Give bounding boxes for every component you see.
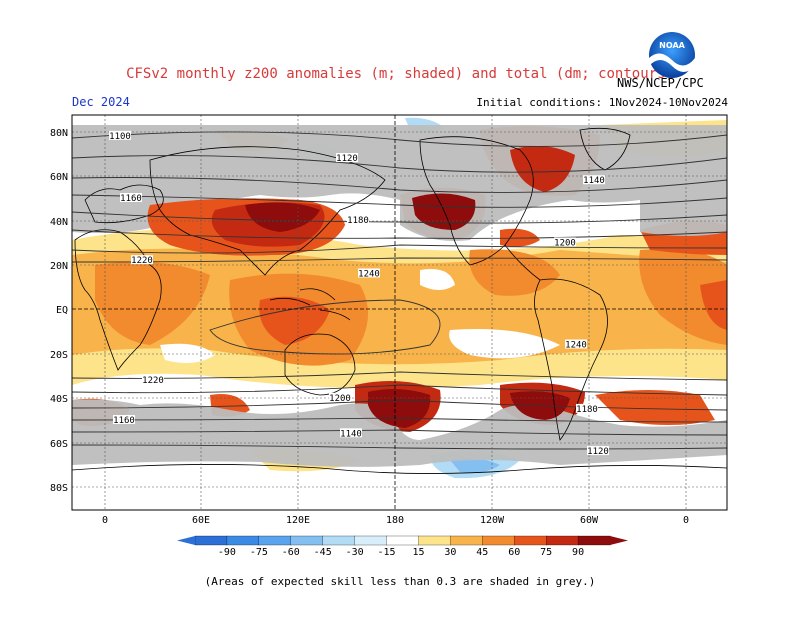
colorbar-swatch bbox=[482, 535, 515, 546]
colorbar-swatch bbox=[450, 535, 483, 546]
colorbar-labels: -90 -75 -60 -45 -30 -15 15 30 45 60 75 90 bbox=[218, 547, 584, 558]
contour-label-bg bbox=[587, 446, 609, 456]
colorbar-tick-label: -15 bbox=[378, 547, 396, 558]
lat-label: 40S bbox=[50, 394, 68, 405]
colorbar-swatch bbox=[514, 535, 547, 546]
colorbar-swatch bbox=[546, 535, 579, 546]
colorbar-swatch bbox=[322, 535, 356, 546]
colorbar-tick-label: 30 bbox=[444, 547, 456, 558]
colorbar-tick-label: 45 bbox=[476, 547, 488, 558]
colorbar-tick-label: 75 bbox=[540, 547, 552, 558]
noaa-logo-text: NOAA bbox=[659, 41, 685, 50]
colorbar-swatch bbox=[577, 535, 611, 546]
contour-label-bg bbox=[113, 415, 135, 424]
lat-label: 40N bbox=[50, 217, 68, 228]
contour-label-bg bbox=[347, 215, 369, 225]
contour-label-bg bbox=[131, 255, 153, 265]
colorbar-tick-label: 15 bbox=[412, 547, 424, 558]
lon-label: 60E bbox=[192, 515, 210, 526]
lon-label: 180 bbox=[386, 515, 404, 526]
colorbar-swatch bbox=[194, 535, 228, 546]
colorbar-swatch bbox=[290, 535, 324, 546]
colorbar-tick-label: -60 bbox=[282, 547, 300, 558]
map-border bbox=[71, 114, 728, 511]
contour-label: 1240 bbox=[565, 341, 587, 351]
valid-month: Dec 2024 bbox=[72, 95, 130, 109]
lat-lon-grid bbox=[72, 115, 727, 510]
contour-label-bg bbox=[358, 268, 380, 278]
reference-lines bbox=[72, 115, 727, 510]
lon-label: 0 bbox=[102, 515, 108, 526]
contour-label-bg bbox=[565, 339, 587, 349]
contour-label: 1200 bbox=[329, 394, 351, 404]
contour-label: 1140 bbox=[340, 429, 362, 439]
lat-label: 80S bbox=[50, 483, 68, 494]
noaa-logo: NOAA bbox=[649, 32, 695, 78]
shading-layer bbox=[72, 117, 727, 479]
skill-note: (Areas of expected skill less than 0.3 a… bbox=[204, 575, 596, 588]
colorbar-low-arrow bbox=[177, 536, 195, 545]
lat-label: EQ bbox=[56, 305, 68, 316]
lon-axis: 0 60E 120E 180 120W 60W 0 bbox=[102, 515, 689, 526]
height-contours bbox=[72, 131, 727, 450]
contour-label-bg bbox=[583, 175, 605, 185]
lon-label: 120W bbox=[480, 515, 505, 526]
contour-label: 1200 bbox=[554, 238, 576, 248]
colorbar-swatch bbox=[418, 535, 452, 546]
contour-label-bg bbox=[120, 193, 142, 202]
lat-label: 80N bbox=[50, 128, 68, 139]
lat-label: 20N bbox=[50, 261, 68, 272]
contour-label: 1160 bbox=[120, 194, 142, 204]
colorbar-tick-label: -30 bbox=[346, 547, 364, 558]
agency-label: NWS/NCEP/CPC bbox=[617, 76, 704, 90]
contour-label: 1120 bbox=[587, 447, 609, 457]
initial-conditions: Initial conditions: 1Nov2024-10Nov2024 bbox=[476, 96, 728, 109]
colorbar-tick-label: -90 bbox=[218, 547, 236, 558]
contour-label: 1160 bbox=[113, 416, 135, 426]
contour-label: 1240 bbox=[358, 269, 380, 279]
colorbar-swatch bbox=[226, 535, 260, 546]
colorbar-swatch bbox=[258, 535, 292, 546]
lat-label: 20S bbox=[50, 350, 68, 361]
contour-label-bg bbox=[576, 403, 598, 413]
lat-label: 60S bbox=[50, 439, 68, 450]
contour-labels: 1100 1120 1140 1160 1180 1200 1220 1240 1240 1220… bbox=[109, 130, 609, 457]
colorbar-tick-label: 60 bbox=[508, 547, 520, 558]
contour-label-bg bbox=[340, 428, 362, 438]
lon-label: 0 bbox=[683, 515, 689, 526]
colorbar-tick-label: 90 bbox=[572, 547, 584, 558]
contour-label-bg bbox=[336, 153, 358, 163]
colorbar-tick-label: -75 bbox=[250, 547, 268, 558]
colorbar-high-arrow bbox=[610, 536, 628, 545]
colorbar-swatch bbox=[386, 535, 420, 546]
colorbar-tick-label: -45 bbox=[314, 547, 332, 558]
map-title: CFSv2 monthly z200 anomalies (m; shaded)… bbox=[126, 66, 674, 82]
contour-label-bg bbox=[142, 375, 164, 385]
contour-label: 1120 bbox=[336, 154, 358, 164]
contour-label-bg bbox=[109, 130, 131, 140]
lat-label: 60N bbox=[50, 172, 68, 183]
contour-label-bg bbox=[554, 237, 576, 247]
contour-label: 1220 bbox=[142, 376, 164, 386]
contour-label: 1180 bbox=[347, 216, 369, 226]
colorbar bbox=[177, 535, 628, 546]
contour-label: 1180 bbox=[576, 405, 598, 415]
contour-label: 1140 bbox=[583, 176, 605, 186]
contour-label-bg bbox=[329, 392, 351, 402]
lat-axis: 80N 60N 40N 20N EQ 20S 40S 60S 80S bbox=[50, 128, 68, 494]
lon-label: 60W bbox=[580, 515, 599, 526]
contour-label: 1100 bbox=[109, 132, 131, 142]
colorbar-swatch bbox=[354, 535, 388, 546]
lon-label: 120E bbox=[286, 515, 310, 526]
contour-label: 1220 bbox=[131, 256, 153, 266]
